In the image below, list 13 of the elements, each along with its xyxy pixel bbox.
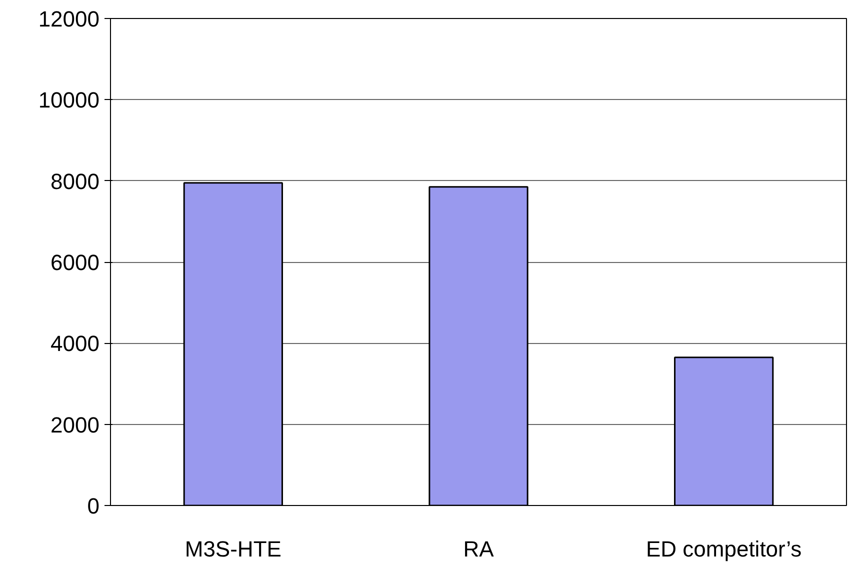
y-tick-label: 8000 xyxy=(50,168,100,194)
x-tick-label: M3S-HTE xyxy=(184,536,282,562)
bar xyxy=(674,356,774,506)
y-tick-label: 6000 xyxy=(50,250,100,275)
y-tick-label: 10000 xyxy=(38,88,100,113)
x-tick-label: RA xyxy=(463,536,494,562)
y-tick-label: 4000 xyxy=(50,331,100,356)
y-tick-label: 0 xyxy=(87,494,100,518)
bar xyxy=(183,182,283,506)
x-tick-label: ED competitor’s xyxy=(646,536,802,562)
bar xyxy=(428,186,528,506)
y-tick-label: 2000 xyxy=(50,412,100,438)
y-tick-label: 12000 xyxy=(38,6,100,32)
